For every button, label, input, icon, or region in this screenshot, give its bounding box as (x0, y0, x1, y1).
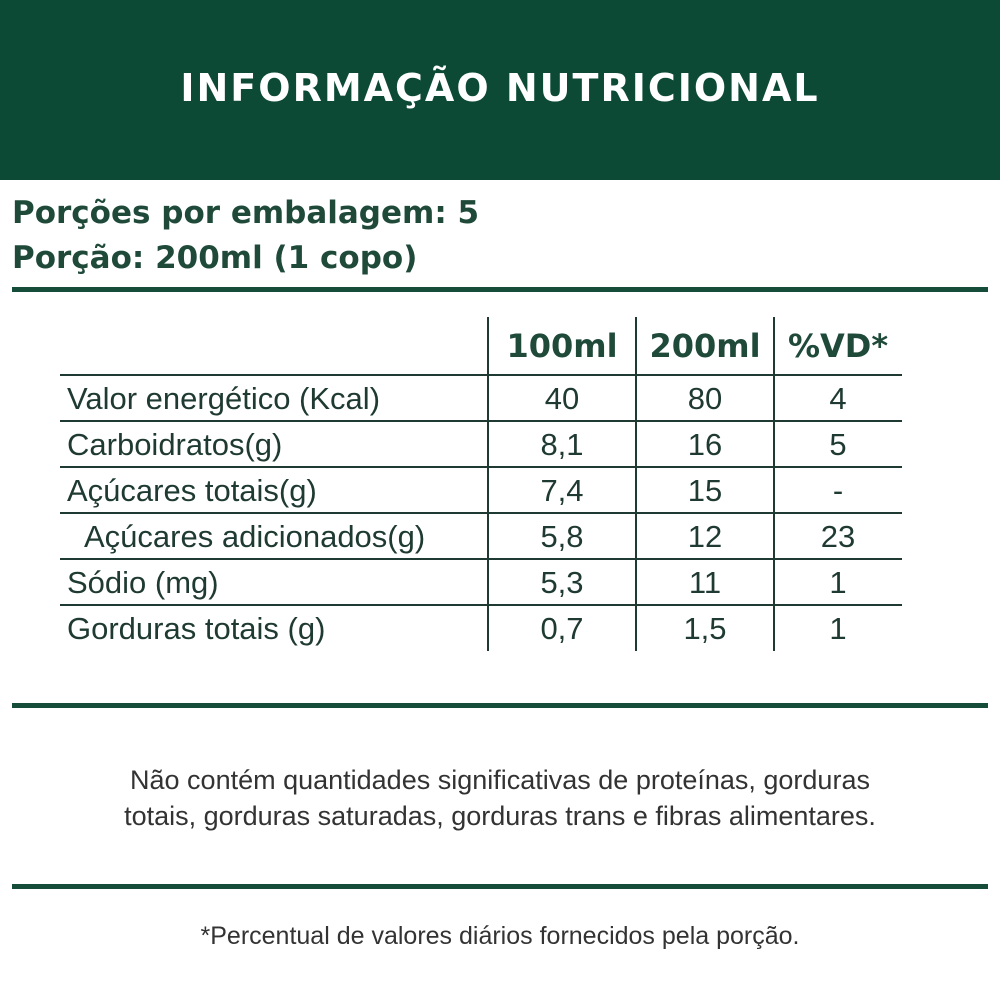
value-vd: 1 (829, 565, 847, 600)
page-title: INFORMAÇÃO NUTRICIONAL (180, 66, 820, 110)
column-divider (635, 317, 637, 651)
table-line (60, 604, 902, 606)
row-label: Gorduras totais (g) (67, 611, 326, 646)
value-200ml: 1,5 (683, 611, 727, 646)
value-200ml: 16 (687, 427, 723, 462)
value-100ml: 5,3 (540, 565, 584, 600)
table-line (60, 558, 902, 560)
table-row: Gorduras totais (g) 0,7 1,5 1 (60, 606, 902, 652)
serving-size: Porção: 200ml (1 copo) (12, 240, 418, 276)
header-200ml: 200ml (649, 327, 761, 365)
servings-per-package: Porções por embalagem: 5 (12, 195, 480, 231)
value-100ml: 5,8 (540, 519, 584, 554)
row-label: Sódio (mg) (67, 565, 219, 600)
value-100ml: 8,1 (540, 427, 584, 462)
divider-middle (12, 703, 988, 708)
table-line (60, 374, 902, 376)
row-label: Açúcares totais(g) (67, 473, 317, 508)
table-row: Valor energético (Kcal) 40 80 4 (60, 376, 902, 422)
table-line (60, 512, 902, 514)
header-vd: %VD* (787, 327, 889, 365)
divider-top (12, 287, 988, 292)
title-banner: INFORMAÇÃO NUTRICIONAL (0, 0, 1000, 180)
footnote: *Percentual de valores diários fornecido… (200, 922, 800, 950)
column-divider (773, 317, 775, 651)
table-line (60, 420, 902, 422)
value-200ml: 15 (687, 473, 723, 508)
divider-bottom (12, 884, 988, 889)
row-label: Açúcares adicionados(g) (84, 519, 426, 554)
value-vd: 23 (820, 519, 856, 554)
table-line (60, 466, 902, 468)
value-vd: 5 (829, 427, 847, 462)
value-200ml: 11 (688, 565, 722, 600)
value-vd: 1 (829, 611, 847, 646)
value-100ml: 40 (544, 381, 580, 416)
table-row: Carboidratos(g) 8,1 16 5 (60, 422, 902, 468)
value-200ml: 80 (687, 381, 723, 416)
note-line-2: totais, gorduras saturadas, gorduras tra… (124, 801, 876, 831)
value-vd: 4 (829, 381, 847, 416)
header-100ml: 100ml (506, 327, 618, 365)
row-label: Carboidratos(g) (67, 427, 283, 462)
value-100ml: 0,7 (540, 611, 584, 646)
row-label: Valor energético (Kcal) (67, 381, 381, 416)
value-100ml: 7,4 (540, 473, 584, 508)
table-row: Açúcares adicionados(g) 5,8 12 23 (60, 514, 902, 560)
value-vd: - (832, 473, 844, 508)
table-row: Açúcares totais(g) 7,4 15 - (60, 468, 902, 514)
value-200ml: 12 (687, 519, 723, 554)
table-row: Sódio (mg) 5,3 11 1 (60, 560, 902, 606)
column-divider (487, 317, 489, 651)
note-line-1: Não contém quantidades significativas de… (130, 765, 870, 795)
